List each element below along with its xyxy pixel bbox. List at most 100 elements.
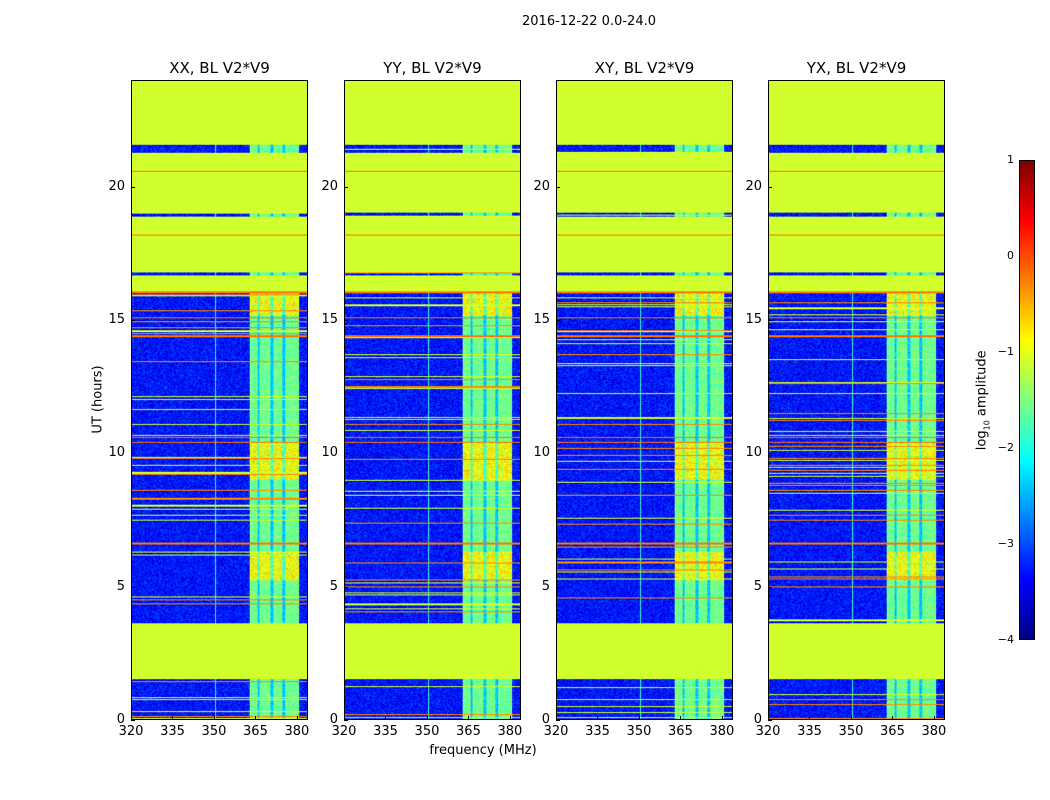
heatmap-panel-2 (556, 80, 733, 720)
colorbar-tick-label: 0 (1007, 249, 1014, 262)
x-tick-mark (255, 716, 257, 720)
x-tick-mark (768, 716, 769, 720)
x-axis-label: frequency (MHz) (429, 743, 537, 758)
x-tick-label: 365 (668, 724, 693, 739)
y-tick-label: 10 (108, 445, 125, 461)
y-tick-mark (344, 720, 348, 721)
y-axis-label: UT (hours) (90, 365, 106, 434)
y-tick-mark (768, 586, 772, 588)
y-tick-label: 20 (321, 178, 338, 194)
x-tick-label: 335 (797, 724, 822, 739)
x-tick-label: 320 (331, 724, 357, 739)
x-tick-mark (892, 716, 894, 720)
colorbar-label-rest: amplitude (974, 350, 990, 421)
x-tick-label: 380 (497, 724, 523, 739)
y-tick-mark (131, 453, 135, 455)
x-tick-label: 365 (456, 724, 481, 739)
x-tick-label: 335 (160, 724, 185, 739)
y-tick-label: 15 (321, 312, 338, 327)
y-tick-mark (131, 320, 135, 321)
x-tick-label: 320 (118, 724, 144, 739)
y-tick-mark (344, 453, 348, 455)
x-tick-mark (680, 716, 682, 720)
x-tick-label: 335 (585, 724, 610, 739)
y-tick-label: 15 (745, 312, 762, 327)
y-tick-label: 15 (108, 312, 125, 327)
x-tick-mark (296, 716, 298, 720)
y-tick-mark (768, 453, 772, 455)
x-tick-label: 320 (755, 724, 781, 739)
x-tick-mark (850, 716, 852, 720)
y-tick-label: 10 (321, 445, 338, 461)
x-tick-label: 335 (373, 724, 398, 739)
x-tick-mark (809, 716, 811, 720)
x-tick-mark (468, 716, 470, 720)
heatmap-image (769, 81, 944, 719)
y-tick-label: 20 (745, 178, 762, 194)
y-tick-mark (556, 186, 560, 188)
figure-title: 2016-12-22 0.0-24.0 (522, 14, 656, 29)
y-tick-mark (768, 186, 772, 188)
panel-title: YX, BL V2*V9 (806, 59, 907, 77)
x-tick-mark (131, 716, 132, 720)
x-tick-mark (426, 716, 428, 720)
x-tick-mark (344, 716, 345, 720)
x-tick-label: 350 (201, 724, 227, 739)
x-tick-mark (172, 716, 174, 720)
y-tick-label: 5 (541, 578, 550, 594)
y-tick-label: 15 (533, 312, 550, 327)
x-tick-mark (597, 716, 599, 720)
panel-title: XX, BL V2*V9 (169, 59, 270, 77)
x-tick-label: 380 (921, 724, 947, 739)
y-tick-mark (344, 186, 348, 188)
y-tick-mark (768, 720, 772, 721)
x-tick-mark (721, 716, 723, 720)
heatmap-image (557, 81, 732, 719)
x-tick-mark (213, 716, 215, 720)
y-tick-label: 10 (533, 445, 550, 461)
y-tick-label: 0 (753, 712, 762, 727)
x-tick-label: 365 (880, 724, 905, 739)
x-tick-label: 350 (414, 724, 440, 739)
y-tick-mark (131, 720, 135, 721)
y-tick-label: 5 (116, 578, 125, 594)
colorbar-label-sub: 10 (982, 420, 992, 431)
colorbar-tick-label: −2 (997, 441, 1014, 454)
x-tick-mark (933, 716, 935, 720)
x-tick-label: 320 (543, 724, 569, 739)
y-tick-label: 5 (753, 578, 762, 594)
y-tick-mark (344, 586, 348, 588)
x-tick-label: 380 (709, 724, 735, 739)
y-tick-mark (768, 320, 772, 321)
y-tick-mark (556, 586, 560, 588)
x-tick-mark (638, 716, 640, 720)
y-tick-label: 10 (745, 445, 762, 461)
panel-title: YY, BL V2*V9 (383, 59, 482, 77)
heatmap-image (132, 81, 307, 719)
y-tick-label: 0 (329, 712, 338, 727)
x-tick-label: 350 (626, 724, 652, 739)
y-tick-mark (131, 586, 135, 588)
y-tick-mark (556, 720, 560, 721)
heatmap-panel-1 (344, 80, 521, 720)
x-tick-mark (385, 716, 387, 720)
colorbar-tick-label: 1 (1007, 153, 1014, 166)
colorbar-tick-label: −4 (997, 633, 1014, 646)
y-tick-mark (131, 186, 135, 188)
panel-title: XY, BL V2*V9 (594, 59, 695, 77)
y-tick-mark (556, 453, 560, 455)
colorbar (1019, 160, 1035, 640)
heatmap-panel-3 (768, 80, 945, 720)
y-tick-label: 20 (533, 178, 550, 194)
y-tick-mark (344, 320, 348, 321)
y-tick-label: 0 (116, 712, 125, 727)
y-tick-label: 0 (541, 712, 550, 727)
y-tick-mark (556, 320, 560, 321)
x-tick-label: 365 (243, 724, 268, 739)
x-tick-mark (556, 716, 557, 720)
colorbar-tick-label: −1 (997, 345, 1014, 358)
heatmap-panel-0 (131, 80, 308, 720)
y-tick-label: 20 (108, 178, 125, 194)
colorbar-tick-label: −3 (997, 537, 1014, 550)
